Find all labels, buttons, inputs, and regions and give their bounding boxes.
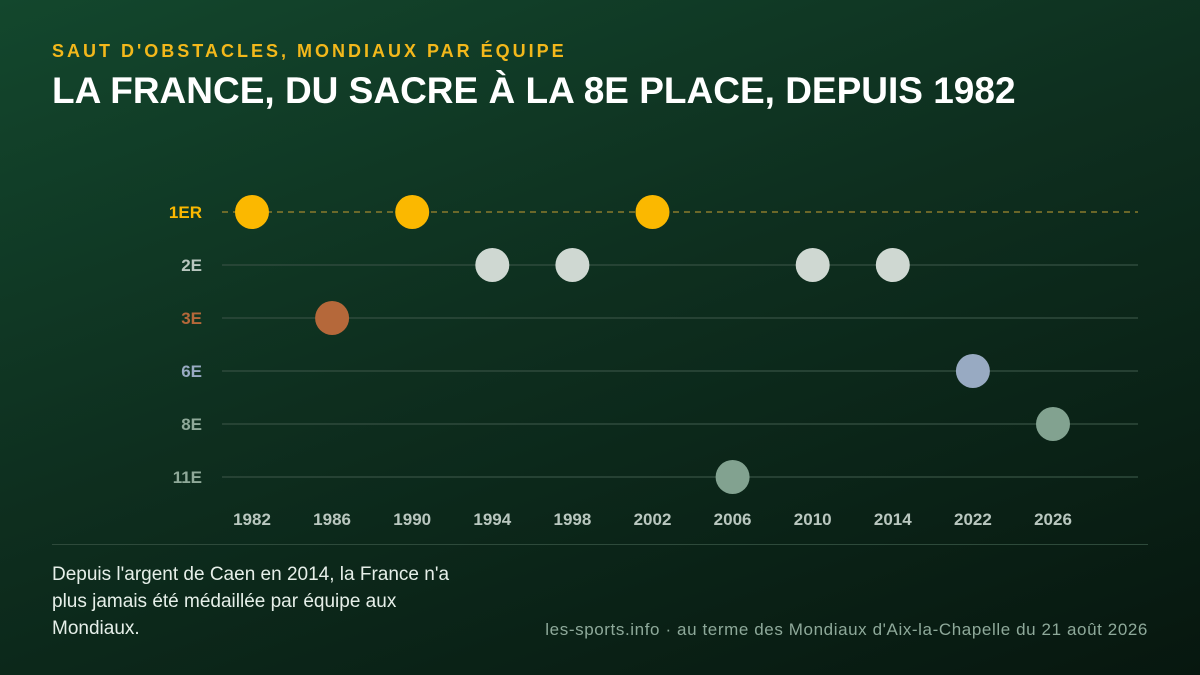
data-point-2022	[955, 354, 990, 388]
x-axis-labels: 1982 1986 1990 1994 1998 2002 2006 2010 2014 2022…	[233, 510, 1072, 529]
data-point-2006	[715, 460, 750, 494]
x-tick-label-1998: 1998	[553, 510, 591, 529]
y-tick-label-6e: 6E	[181, 362, 202, 381]
data-point-2026	[1036, 407, 1070, 441]
y-tick-label-11e: 11E	[173, 468, 202, 487]
source-credit: les-sports.info · au terme des Mondiaux …	[545, 620, 1148, 639]
data-point-2002	[635, 195, 670, 229]
gridlines	[222, 211, 1138, 478]
x-tick-label-2006: 2006	[714, 510, 752, 529]
y-tick-label-2e: 2E	[181, 256, 202, 275]
chart-kicker: SAUT D'OBSTACLES, MONDIAUX PAR ÉQUIPE	[52, 41, 567, 61]
x-tick-label-2002: 2002	[634, 510, 672, 529]
data-point-1986	[315, 301, 350, 335]
x-tick-label-2022: 2022	[954, 510, 992, 529]
data-point-2010	[795, 248, 830, 282]
data-points	[235, 195, 1070, 494]
footer-note: Depuis l'argent de Caen en 2014, la Fran…	[52, 564, 450, 639]
data-point-2014	[875, 248, 910, 282]
x-tick-label-1986: 1986	[313, 510, 351, 529]
x-tick-label-2014: 2014	[874, 510, 912, 529]
chart-title: LA FRANCE, DU SACRE À LA 8E PLACE, DEPUI…	[52, 70, 1016, 111]
footer-divider	[52, 544, 1148, 545]
x-tick-label-1990: 1990	[393, 510, 431, 529]
x-tick-label-1982: 1982	[233, 510, 271, 529]
x-tick-label-1994: 1994	[473, 510, 511, 529]
x-tick-label-2010: 2010	[794, 510, 832, 529]
data-point-1998	[555, 248, 590, 282]
rank-scatter-chart: 1ER 2E 3E 6E 8E 11E 1982 1986 1990 1994 1998 2002 2…	[169, 195, 1138, 529]
y-tick-label-8e: 8E	[181, 415, 202, 434]
data-point-1982	[235, 195, 269, 229]
x-tick-label-2026: 2026	[1034, 510, 1072, 529]
data-point-1990	[395, 195, 430, 229]
y-axis-labels: 1ER 2E 3E 6E 8E 11E	[169, 203, 202, 487]
data-point-1994	[475, 248, 510, 282]
y-tick-label-1er: 1ER	[169, 203, 202, 222]
y-tick-label-3e: 3E	[181, 309, 202, 328]
